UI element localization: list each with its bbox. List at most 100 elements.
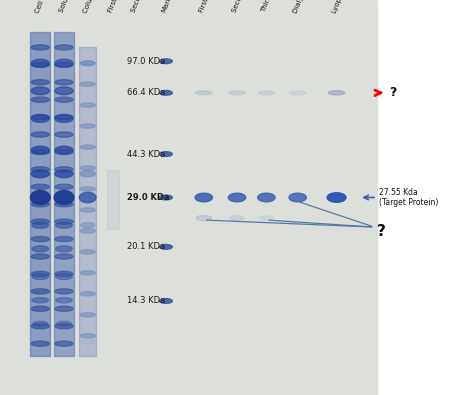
Ellipse shape [258,193,275,202]
Ellipse shape [56,321,72,327]
Ellipse shape [80,103,95,107]
Bar [107,170,119,229]
Ellipse shape [32,297,49,303]
Ellipse shape [31,341,49,346]
Ellipse shape [31,271,49,276]
Ellipse shape [80,145,95,149]
Ellipse shape [31,62,49,68]
Text: Third Elution: Third Elution [261,0,283,14]
Ellipse shape [55,237,73,242]
Ellipse shape [228,193,246,202]
Ellipse shape [328,193,345,202]
Text: First Elution: First Elution [198,0,219,14]
Ellipse shape [32,273,49,280]
Ellipse shape [327,193,346,202]
Ellipse shape [230,216,244,220]
Text: 20.1 KDa: 20.1 KDa [127,243,165,251]
Ellipse shape [55,170,73,178]
Text: 66.4 KDa: 66.4 KDa [127,88,165,97]
Ellipse shape [159,90,173,95]
Ellipse shape [80,271,95,275]
Text: 44.3 KDa: 44.3 KDa [127,150,165,158]
Bar [54,32,74,356]
Ellipse shape [31,201,49,207]
Ellipse shape [55,306,73,311]
Ellipse shape [31,59,49,67]
Ellipse shape [31,115,49,122]
Ellipse shape [328,90,345,95]
Ellipse shape [159,152,173,156]
Ellipse shape [80,250,95,254]
Ellipse shape [80,166,95,170]
Ellipse shape [31,167,49,172]
Ellipse shape [54,190,74,205]
Text: Second Wash: Second Wash [130,0,153,14]
Ellipse shape [258,91,275,95]
Text: Dialysed Eluate: Dialysed Eluate [292,0,318,14]
Ellipse shape [228,91,246,95]
Ellipse shape [55,246,73,252]
Ellipse shape [31,149,49,154]
Bar [79,47,96,356]
Ellipse shape [55,273,73,280]
Ellipse shape [31,80,49,85]
Ellipse shape [31,237,49,242]
Text: ?: ? [389,87,396,99]
Ellipse shape [260,216,273,220]
Ellipse shape [32,222,49,228]
Ellipse shape [55,59,73,67]
Ellipse shape [196,215,211,221]
Ellipse shape [55,149,73,154]
Ellipse shape [31,184,49,190]
Bar [30,32,50,356]
Ellipse shape [31,289,49,294]
Text: ?: ? [377,224,386,239]
Ellipse shape [55,341,73,346]
Ellipse shape [55,80,73,85]
Ellipse shape [55,115,73,122]
Ellipse shape [55,184,73,190]
Ellipse shape [80,229,95,233]
Ellipse shape [159,299,173,303]
Ellipse shape [33,321,48,327]
Text: Cell lysate: Cell lysate [35,0,54,14]
Ellipse shape [55,146,73,154]
Ellipse shape [195,193,212,202]
Ellipse shape [55,115,73,120]
Ellipse shape [55,62,73,68]
Ellipse shape [81,222,94,228]
Ellipse shape [55,324,73,329]
Text: Marker: Marker [160,0,175,14]
Ellipse shape [31,97,49,102]
Ellipse shape [31,170,49,178]
Ellipse shape [159,59,173,64]
Text: Column  Flow through: Column Flow through [82,0,117,14]
Ellipse shape [55,271,73,276]
Ellipse shape [32,246,49,252]
Ellipse shape [55,87,73,95]
Ellipse shape [30,190,50,205]
Ellipse shape [289,91,306,95]
Ellipse shape [80,292,95,296]
Ellipse shape [80,124,95,128]
Ellipse shape [55,45,73,50]
Ellipse shape [55,132,73,137]
Ellipse shape [81,339,94,344]
Ellipse shape [31,45,49,50]
Ellipse shape [31,146,49,154]
Ellipse shape [55,219,73,224]
Text: First Wash: First Wash [107,0,126,14]
Ellipse shape [159,195,173,200]
Ellipse shape [55,167,73,172]
Text: Second Elution: Second Elution [231,0,256,14]
Text: 14.3 KDa: 14.3 KDa [127,297,165,305]
Ellipse shape [81,60,94,66]
Ellipse shape [31,306,49,311]
Text: Soluble fraction: Soluble fraction [58,0,84,14]
Ellipse shape [80,187,95,191]
Ellipse shape [80,171,95,177]
Ellipse shape [80,312,95,317]
Ellipse shape [80,208,95,212]
Ellipse shape [195,91,212,95]
Ellipse shape [55,289,73,294]
